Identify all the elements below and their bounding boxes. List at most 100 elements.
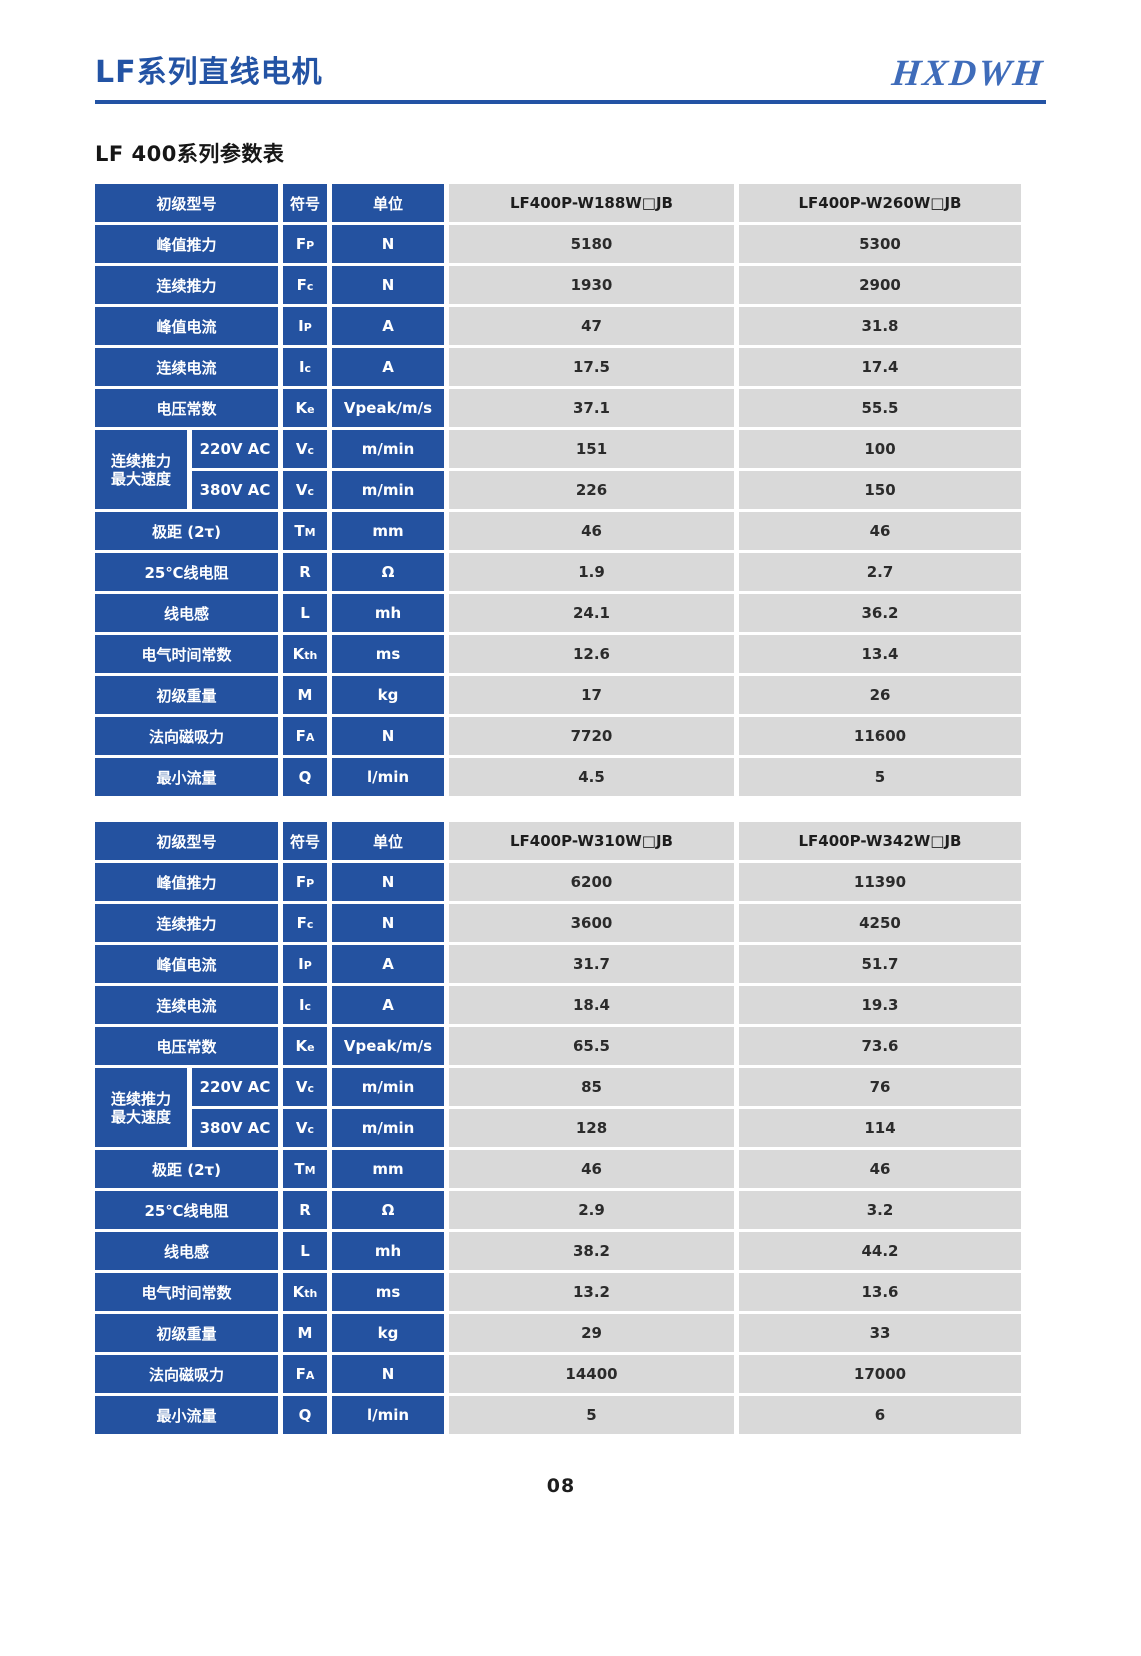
symbol-main: L [300, 604, 310, 622]
symbol-sub: c [306, 918, 314, 931]
speed-group-line: 最大速度 [110, 469, 171, 488]
unit-cell: Ω [332, 553, 444, 591]
value-cell: 11390 [739, 863, 1021, 901]
symbol-cell: TM [283, 512, 327, 550]
symbol-main: R [299, 563, 311, 581]
symbol-main: V [295, 1078, 308, 1096]
row-label: 线电感 [95, 1232, 278, 1270]
value-cell: 17 [449, 676, 734, 714]
value-cell: 73.6 [739, 1027, 1021, 1065]
value-cell: 150 [739, 471, 1021, 509]
value-cell: 7720 [449, 717, 734, 755]
param-row: 法向磁吸力 FA N 14400 17000 [95, 1355, 1021, 1393]
symbol-sub: e [307, 403, 315, 416]
param-table-2: 初级型号 符号 单位 LF400P-W310W□JB LF400P-W342W□JB 峰值… [90, 819, 1026, 1437]
model-header: LF400P-W260W□JB [739, 184, 1021, 222]
symbol-cell: R [283, 553, 327, 591]
value-cell: 76 [739, 1068, 1021, 1106]
unit-cell: A [332, 307, 444, 345]
unit-cell: Vpeak/m/s [332, 389, 444, 427]
param-row: 连续电流 Ic A 17.5 17.4 [95, 348, 1021, 386]
unit-cell: A [332, 348, 444, 386]
row-label: 电气时间常数 [95, 635, 278, 673]
symbol-main: V [295, 481, 308, 499]
unit-cell: mh [332, 594, 444, 632]
unit-cell: N [332, 717, 444, 755]
symbol-cell: Vc [283, 1068, 327, 1106]
symbol-main: K [292, 1283, 305, 1301]
symbol-cell: Vc [283, 1109, 327, 1147]
symbol-cell: R [283, 1191, 327, 1229]
value-cell: 13.4 [739, 635, 1021, 673]
unit-cell: ms [332, 635, 444, 673]
symbol-cell: FP [283, 863, 327, 901]
symbol-cell: IP [283, 307, 327, 345]
value-cell: 37.1 [449, 389, 734, 427]
symbol-main: Q [298, 768, 312, 786]
value-cell: 46 [739, 512, 1021, 550]
param-row: 电气时间常数 Kth ms 13.2 13.6 [95, 1273, 1021, 1311]
symbol-sub: P [303, 959, 312, 972]
symbol-cell: FP [283, 225, 327, 263]
model-header: LF400P-W342W□JB [739, 822, 1021, 860]
value-cell: 13.2 [449, 1273, 734, 1311]
symbol-main: F [295, 727, 306, 745]
row-label: 线电感 [95, 594, 278, 632]
param-table-1: 初级型号 符号 单位 LF400P-W188W□JB LF400P-W260W□JB 峰值… [90, 181, 1026, 799]
param-row: 电压常数 Ke Vpeak/m/s 37.1 55.5 [95, 389, 1021, 427]
value-cell: 5 [739, 758, 1021, 796]
row-label: 极距 (2τ) [95, 512, 278, 550]
unit-cell: m/min [332, 1068, 444, 1106]
unit-cell: l/min [332, 1396, 444, 1434]
value-cell: 151 [449, 430, 734, 468]
speed-group-label: 连续推力 最大速度 [95, 1068, 187, 1147]
page-number: 08 [546, 1475, 576, 1497]
row-label: 电压常数 [95, 389, 278, 427]
param-row: 连续电流 Ic A 18.4 19.3 [95, 986, 1021, 1024]
value-cell: 17000 [739, 1355, 1021, 1393]
table-body: 峰值推力 FP N 6200 11390 连续推力 Fc N 3600 4250 峰值电流 IP A 31… [95, 863, 1021, 1434]
symbol-main: F [296, 914, 307, 932]
row-label: 连续推力 [95, 266, 278, 304]
value-cell: 11600 [739, 717, 1021, 755]
symbol-sub: P [306, 877, 315, 890]
unit-cell: mm [332, 1150, 444, 1188]
speed-group-label: 连续推力 最大速度 [95, 430, 187, 509]
symbol-main: F [295, 235, 307, 253]
param-row: 电气时间常数 Kth ms 12.6 13.4 [95, 635, 1021, 673]
symbol-cell: Ic [283, 986, 327, 1024]
value-cell: 2900 [739, 266, 1021, 304]
symbol-cell: IP [283, 945, 327, 983]
value-cell: 29 [449, 1314, 734, 1352]
symbol-sub: P [306, 239, 315, 252]
row-label: 最小流量 [95, 1396, 278, 1434]
value-cell: 1.9 [449, 553, 734, 591]
symbol-cell: Ke [283, 389, 327, 427]
param-row: 25℃线电阻 R Ω 2.9 3.2 [95, 1191, 1021, 1229]
value-cell: 1930 [449, 266, 734, 304]
symbol-sub: th [304, 1287, 318, 1300]
unit-cell: kg [332, 1314, 444, 1352]
page-title: LF系列直线电机 [95, 55, 323, 90]
tables-container: 初级型号 符号 单位 LF400P-W188W□JB LF400P-W260W□JB 峰值… [0, 181, 1141, 1437]
value-cell: 2.9 [449, 1191, 734, 1229]
header-symbol-col: 符号 [283, 822, 327, 860]
table-header-row: 初级型号 符号 单位 LF400P-W310W□JB LF400P-W342W□JB [95, 822, 1021, 860]
symbol-main: I [298, 358, 305, 376]
value-cell: 24.1 [449, 594, 734, 632]
value-cell: 17.5 [449, 348, 734, 386]
symbol-cell: M [283, 1314, 327, 1352]
voltage-sublabel: 220V AC [192, 430, 278, 468]
header-unit-col: 单位 [332, 184, 444, 222]
value-cell: 65.5 [449, 1027, 734, 1065]
value-cell: 3.2 [739, 1191, 1021, 1229]
row-label: 极距 (2τ) [95, 1150, 278, 1188]
symbol-main: R [299, 1201, 311, 1219]
param-row: 法向磁吸力 FA N 7720 11600 [95, 717, 1021, 755]
speed-group-line: 连续推力 [110, 451, 171, 470]
header-model-col: 初级型号 [95, 822, 278, 860]
